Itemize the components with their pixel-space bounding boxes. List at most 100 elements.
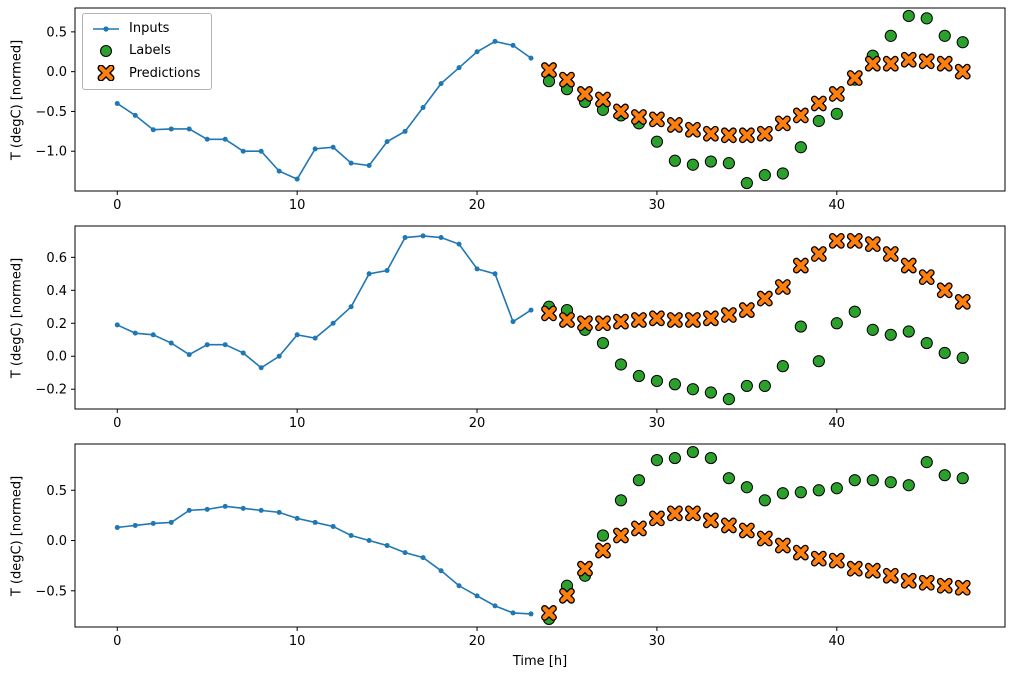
- x-tick-label: 40: [829, 634, 846, 649]
- legend-label-inputs: Inputs: [129, 21, 170, 36]
- predictions-marker: [758, 127, 772, 141]
- labels-marker: [902, 9, 915, 23]
- inputs-marker: [456, 241, 462, 247]
- inputs-marker: [222, 503, 228, 509]
- inputs-marker: [528, 307, 534, 313]
- predictions-marker: [920, 270, 934, 284]
- x-tick-label: 30: [649, 198, 666, 213]
- x-tick-label: 20: [469, 416, 486, 431]
- inputs-marker: [258, 365, 264, 371]
- predictions-x-icon: [97, 65, 115, 81]
- predictions-marker: [956, 65, 970, 79]
- labels-marker: [794, 141, 807, 154]
- y-tick-label: 0.0: [46, 534, 67, 549]
- inputs-marker: [168, 126, 174, 132]
- inputs-marker: [330, 523, 336, 529]
- inputs-marker: [474, 593, 480, 599]
- predictions-marker: [794, 545, 808, 560]
- predictions-marker: [632, 521, 646, 536]
- predictions-marker: [596, 92, 610, 107]
- predictions-marker: [686, 313, 700, 327]
- inputs-marker: [132, 112, 138, 118]
- labels-marker: [830, 107, 843, 120]
- predictions-marker: [812, 247, 826, 261]
- subplot-1-canvas: 0 10 20 30 40 −1.0 −0.5 0.0 0.5: [35, 7, 1006, 213]
- predictions-marker: [542, 606, 556, 620]
- predictions-marker: [794, 108, 808, 123]
- predictions-marker: [704, 127, 718, 141]
- labels-marker: [830, 317, 843, 330]
- inputs-marker: [438, 81, 444, 87]
- labels-marker: [884, 29, 897, 42]
- predictions-marker: [632, 313, 646, 327]
- inputs-marker: [348, 533, 354, 538]
- y-tick-label: 0.2: [46, 317, 67, 332]
- inputs-marker: [384, 268, 390, 274]
- predictions-marker: [902, 53, 916, 67]
- labels-marker: [938, 346, 951, 360]
- predictions-marker: [848, 71, 862, 85]
- predictions-marker: [614, 315, 628, 329]
- inputs-marker: [510, 610, 516, 616]
- predictions-marker: [578, 87, 592, 101]
- legend-item-inputs: Inputs: [92, 21, 200, 36]
- inputs-marker: [150, 520, 156, 526]
- inputs-marker: [348, 304, 354, 310]
- predictions-marker: [776, 280, 790, 294]
- inputs-marker: [132, 522, 138, 528]
- predictions-marker: [920, 54, 934, 68]
- predictions-marker: [596, 543, 610, 558]
- inputs-marker: [402, 550, 408, 556]
- labels-marker: [758, 168, 771, 182]
- x-tick-label: 30: [649, 634, 666, 649]
- labels-marker: [686, 158, 700, 171]
- predictions-marker: [560, 73, 574, 87]
- subplot-1: 0 10 20 30 40 −1.0 −0.5 0.0 0.5 T (degC) [normed…: [0, 0, 1012, 218]
- inputs-marker: [312, 519, 318, 525]
- inputs-marker: [294, 332, 300, 338]
- inputs-marker: [528, 611, 534, 617]
- predictions-marker: [668, 313, 682, 327]
- labels-marker: [632, 369, 646, 383]
- labels-marker: [668, 154, 682, 167]
- predictions-marker: [632, 110, 646, 124]
- inputs-marker: [492, 38, 498, 44]
- predictions-marker: [560, 589, 574, 603]
- x-tick-label: 0: [113, 198, 121, 213]
- inputs-marker: [276, 168, 282, 174]
- inputs-marker: [384, 139, 390, 145]
- inputs-marker: [456, 583, 462, 589]
- labels-marker: [812, 355, 825, 368]
- predictions-marker: [938, 283, 952, 297]
- inputs-marker: [384, 543, 390, 549]
- inputs-marker: [312, 335, 318, 341]
- y-tick-label: 0.5: [46, 25, 67, 40]
- predictions-marker: [578, 316, 592, 330]
- predictions-marker: [650, 311, 664, 325]
- labels-marker: [722, 157, 735, 170]
- labels-marker: [704, 451, 717, 465]
- predictions-marker: [578, 562, 592, 576]
- legend-item-labels: Labels: [92, 43, 200, 58]
- inputs-marker: [492, 271, 498, 277]
- inputs-marker: [276, 353, 282, 359]
- predictions-marker: [812, 552, 826, 566]
- labels-marker: [794, 486, 807, 499]
- predictions-marker: [668, 118, 682, 132]
- labels-marker: [686, 383, 700, 396]
- predictions-marker: [668, 506, 682, 520]
- labels-marker: [758, 494, 771, 507]
- predictions-marker: [686, 506, 700, 520]
- predictions-marker: [740, 128, 754, 142]
- predictions-marker: [650, 511, 664, 526]
- labels-marker: [740, 379, 753, 393]
- predictions-marker: [830, 554, 844, 568]
- inputs-marker: [420, 233, 426, 239]
- x-tick-label: 10: [289, 416, 306, 431]
- labels-marker: [938, 469, 951, 482]
- labels-marker: [758, 379, 771, 393]
- y-axis-label: T (degC) [normed]: [9, 39, 25, 161]
- inputs-marker: [240, 350, 246, 356]
- predictions-marker: [722, 518, 736, 533]
- x-tick-label: 20: [469, 634, 486, 649]
